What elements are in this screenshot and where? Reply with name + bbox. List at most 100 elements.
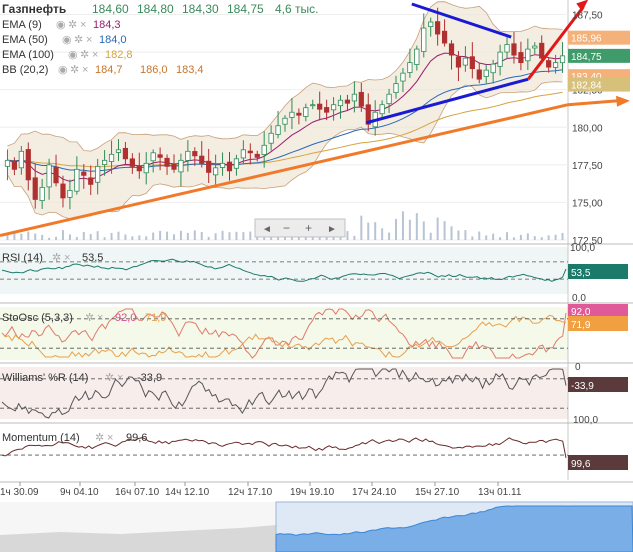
candle-body [483,69,489,77]
volume-bar [284,236,286,240]
price-tag-label: 182,84 [571,81,602,92]
volume-bar [103,237,106,240]
scroll-right-button[interactable]: ► [327,224,337,235]
close-icon[interactable]: × [117,372,123,384]
candle-body [213,167,219,176]
candle-body [102,159,108,166]
price-tick-label: 187,50 [572,11,603,22]
momentum-pane [0,426,568,480]
candle-body [303,107,309,117]
candle-body [476,69,482,80]
rsi-tag-text: 53,5 [571,268,591,279]
close-icon[interactable]: × [80,19,86,31]
overlay-ema100-value: 182,8 [105,49,133,61]
volume-bar [388,232,391,240]
time-tick-label: 17ч 24.10 [352,487,397,498]
volume-bar [325,235,328,240]
candle-body [379,104,385,115]
candle-body [282,117,288,125]
gear-icon[interactable]: ✲ [70,64,79,76]
overlay-ema9-label: EMA (9) [2,19,42,31]
candle-body [95,165,101,183]
header-volume: 4,6 тыс. [275,2,318,16]
price-tag-label: 184,75 [571,52,602,63]
volume-bar [540,237,543,240]
time-tick-label: 15ч 27.10 [415,487,460,498]
volume-bar [117,231,120,240]
overlay-ema50-label: EMA (50) [2,34,48,46]
candle-body [317,103,323,110]
close-icon[interactable]: × [92,49,98,61]
candle-body [393,83,399,94]
volume-bar [82,231,85,240]
candle-body [136,165,142,172]
volume-bar [526,233,529,240]
eye-icon[interactable]: ◉ [56,19,66,31]
volume-bar [6,234,9,240]
volume-bar [131,236,134,240]
close-icon[interactable]: × [97,312,103,324]
candle-body [497,51,503,67]
candle-body [32,177,38,200]
gear-icon[interactable]: ✲ [95,432,104,444]
price-tick-label: 172,50 [572,236,603,247]
candle-body [386,93,392,105]
price-axis: 187,50185,00182,50180,00177,50175,00172,… [568,11,630,247]
close-icon[interactable]: × [107,432,113,444]
trendline-long_support [0,103,569,237]
eye-icon[interactable]: ◉ [58,64,68,76]
williams-line [1,368,567,419]
price-tag [568,48,630,63]
stochastic-d-line [1,314,567,358]
candle-body [504,44,510,53]
eye-icon[interactable]: ◉ [68,49,78,61]
candle-body [219,162,226,168]
rsi-tag: 53,5 [568,264,628,279]
price-tag [568,30,630,45]
close-icon[interactable]: × [82,64,88,76]
volume-bar [401,211,404,240]
gear-icon[interactable]: ✲ [68,19,77,31]
candle-body [532,45,538,49]
volume-bar [228,232,231,240]
candle-body [67,189,73,198]
bollinger-upper [7,1,563,152]
volume-bar [311,236,314,240]
gear-icon[interactable]: ✲ [52,252,61,264]
rsi-label: RSI (14) [2,252,43,264]
eye-icon[interactable]: ◉ [62,34,72,46]
volume-bar [353,235,356,240]
volume-bar [186,232,189,240]
support-arrow-head [616,95,630,107]
candle-body [226,161,233,172]
scroll-left-button[interactable]: ◄ [262,224,272,235]
zoom-in-button[interactable]: + [305,221,312,235]
volume-bar [443,221,446,240]
stochastic-axis-bottom: 0 [575,362,581,373]
volume-bar [415,213,418,240]
gear-icon[interactable]: ✲ [74,34,83,46]
header-value-close: 184,75 [227,2,264,16]
volume-bar [429,232,432,240]
gear-icon[interactable]: ✲ [105,372,114,384]
candle-body [344,99,351,104]
volume-bar [242,232,245,240]
volume-bar [554,234,557,240]
momentum-tag: 99,6 [568,455,628,470]
time-tick-label: 9ч 04.10 [60,487,99,498]
price-tag-label: 185,96 [571,34,602,45]
volume-bar [20,233,23,240]
time-tick-label: 19ч 19.10 [290,487,335,498]
candle-body [559,55,566,64]
candle-body [150,152,156,162]
zoom-out-button[interactable]: − [283,221,290,235]
close-icon[interactable]: × [86,34,92,46]
trendline-resistance [411,2,512,39]
candle-body [261,144,267,155]
volume-bar [221,230,224,240]
gear-icon[interactable]: ✲ [80,49,89,61]
gear-icon[interactable]: ✲ [85,312,94,324]
candle-body [247,150,253,154]
close-icon[interactable]: × [64,252,70,264]
